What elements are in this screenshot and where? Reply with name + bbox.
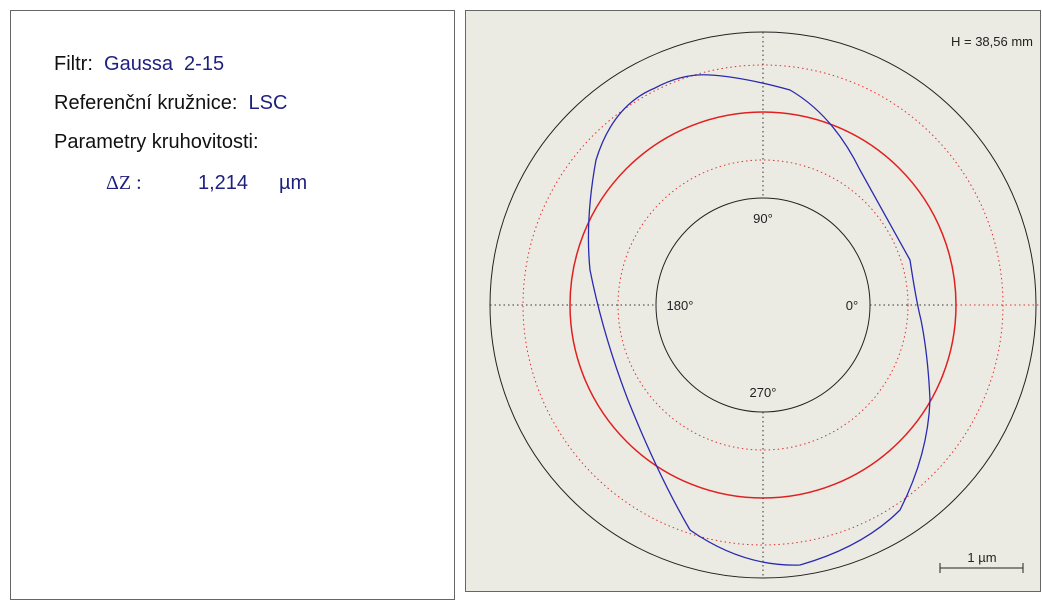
scale-bar xyxy=(939,563,1024,573)
scale-label: 1 µm xyxy=(967,550,996,565)
info-panel: Filtr: Gaussa 2-15 Referenční kružnice: … xyxy=(10,10,455,600)
tolerance-inner xyxy=(617,159,909,451)
filter-row: Filtr: Gaussa 2-15 xyxy=(54,53,224,76)
angle-label: 180° xyxy=(667,298,694,313)
filter-value: Gaussa 2-15 xyxy=(104,53,225,75)
parameters-title: Parametry kruhovitosti: xyxy=(54,131,259,153)
plot-frame xyxy=(465,10,1041,592)
reference-value: LSC xyxy=(248,92,288,114)
roundness-profile xyxy=(587,74,931,566)
reference-label: Referenční kružnice: xyxy=(54,92,238,114)
filter-label: Filtr: xyxy=(54,53,93,75)
delta-label: ΔZ : xyxy=(106,172,142,194)
height-label: H = 38,56 mm xyxy=(951,34,1033,49)
reference-row: Referenční kružnice: LSC xyxy=(54,92,287,115)
angle-label: 0° xyxy=(846,298,858,313)
angle-label: 90° xyxy=(753,211,773,226)
angle-label: 270° xyxy=(750,385,777,400)
delta-unit: µm xyxy=(279,172,308,194)
polar-plot: 90° 180° 0° 270° H = 38,56 mm 1 µm xyxy=(465,10,1041,592)
delta-value: 1,214 xyxy=(198,172,249,194)
